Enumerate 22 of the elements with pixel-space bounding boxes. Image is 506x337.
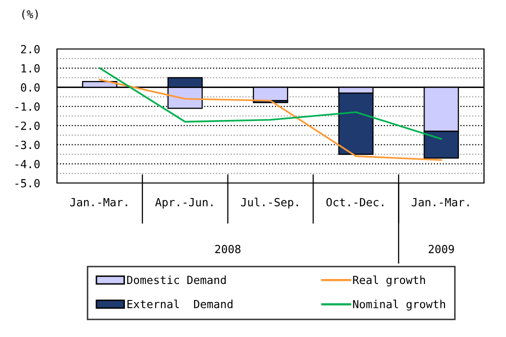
line-series: [98, 67, 442, 140]
line-series: [98, 78, 442, 161]
y-tick-label: -1.0: [16, 102, 40, 111]
y-tick-label: 0.0: [20, 83, 40, 92]
y-tick-label: -3.0: [16, 140, 40, 150]
y-tick-label: -2.0: [16, 122, 40, 130]
y-tick-label: 1.0: [22, 64, 40, 73]
legend-label: Nominal growth: [353, 300, 446, 311]
x-tick-label: Jul.-Sep.: [240, 198, 298, 209]
x-tick-label: Oct.-Dec.: [326, 198, 384, 206]
y-tick-label: -5.0: [16, 179, 40, 188]
legend-label: External Demand: [128, 300, 232, 308]
legend-label: Real growth: [353, 275, 425, 286]
text: 2009: [428, 244, 454, 254]
x-tick-label: Jan.-Mar.: [412, 198, 469, 206]
legend-label: Domestic Demand: [127, 276, 226, 284]
text: 2008: [215, 244, 240, 254]
x-tick-label: Jan.-Mar.: [70, 198, 128, 206]
y-axis-title: (%): [22, 10, 38, 20]
y-tick-label: -4.0: [16, 160, 40, 168]
x-tick-label: Apr.-Jun.: [155, 198, 213, 209]
y-tick-label: 2.0: [21, 45, 40, 54]
